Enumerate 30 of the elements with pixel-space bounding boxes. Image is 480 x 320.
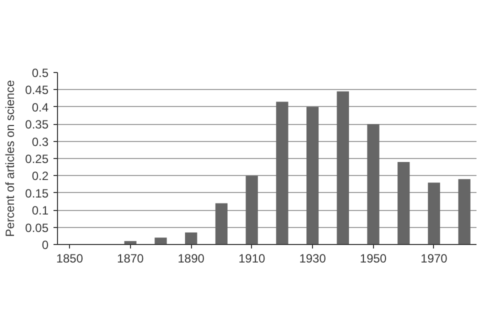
bar [428,182,440,244]
x-tick-label: 1910 [238,252,266,266]
x-tick-label: 1950 [360,252,387,266]
y-tick-label: 0.25 [25,152,49,166]
y-tick-label: 0.15 [25,186,49,200]
bar [215,203,228,244]
y-axis-title: Percent of articles on science [3,80,18,237]
y-tick-label: 0.35 [25,118,49,132]
y-tick-label: 0.4 [32,100,49,114]
y-tick-label: 0.3 [32,134,49,149]
x-tick-label: 1970 [420,252,448,266]
y-tick-label: 0.1 [32,204,49,218]
bar [398,162,410,244]
bar [246,176,258,244]
bar [367,124,380,244]
x-tick-label: 1930 [299,252,326,266]
bar [276,102,288,244]
bar [154,238,167,244]
bar [185,232,198,244]
x-tick-label: 1890 [178,252,205,266]
y-tick-label: 0.05 [25,220,49,235]
x-tick-label: 1850 [56,252,84,266]
bar [336,91,349,244]
bar [458,179,470,244]
bar [306,106,319,244]
y-tick-label: 0.5 [32,66,49,80]
y-tick-label: 0 [42,238,49,252]
y-tick-label: 0.2 [32,169,49,184]
y-tick-label: 0.45 [25,83,49,98]
x-tick-label: 1870 [117,252,144,266]
